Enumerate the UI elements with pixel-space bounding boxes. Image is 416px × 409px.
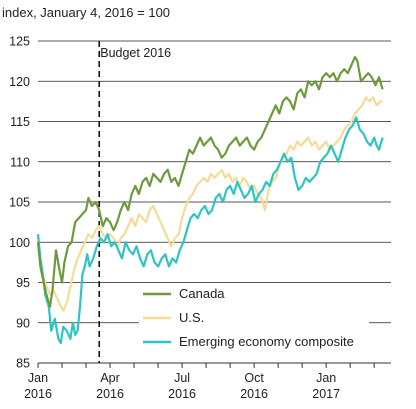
- x-tick-label: Apr: [100, 371, 119, 385]
- x-tick-label: 2016: [96, 387, 124, 401]
- series-line-canada: [36, 56, 384, 308]
- annotations: Budget 2016: [98, 41, 171, 363]
- x-tick-label: 2017: [312, 387, 340, 401]
- y-tick-label: 95: [16, 276, 30, 290]
- series-line-u-s: [36, 96, 383, 312]
- budget-2016-label: Budget 2016: [100, 46, 171, 60]
- legend-label-canada: Canada: [179, 286, 225, 301]
- y-tick-label: 85: [16, 357, 30, 371]
- x-tick-label: Oct: [244, 371, 264, 385]
- series-lines: [36, 56, 384, 344]
- y-tick-label: 90: [16, 316, 30, 330]
- legend-label-u-s: U.S.: [179, 310, 204, 325]
- legend-background: [139, 285, 369, 357]
- y-tick-label: 115: [10, 115, 30, 129]
- x-axis-ticks: Jan 2016 Apr 2016 Jul 2016 Oct 2016 Jan 2017: [24, 363, 375, 401]
- x-tick-label: 2016: [240, 387, 268, 401]
- legend-label-emerging-economy-composite: Emerging economy composite: [179, 334, 354, 349]
- x-tick-label: Jul: [174, 371, 190, 385]
- y-axis-ticks: 85 90 95 100 105 110 115 120 125: [9, 35, 30, 371]
- series-line-emerging-economy-composite: [36, 116, 384, 344]
- y-axis-title: index, January 4, 2016 = 100: [2, 5, 170, 20]
- x-tick-label: 2016: [24, 387, 52, 401]
- y-tick-label: 105: [9, 196, 30, 210]
- x-tick-label: 2016: [168, 387, 196, 401]
- x-tick-label: Jan: [316, 371, 336, 385]
- legend: Canada U.S. Emerging economy composite: [139, 285, 369, 357]
- y-tick-label: 125: [9, 35, 30, 49]
- y-tick-label: 110: [10, 155, 30, 169]
- x-tick-label: Jan: [28, 371, 48, 385]
- y-tick-label: 100: [9, 236, 30, 250]
- y-tick-label: 120: [9, 75, 30, 89]
